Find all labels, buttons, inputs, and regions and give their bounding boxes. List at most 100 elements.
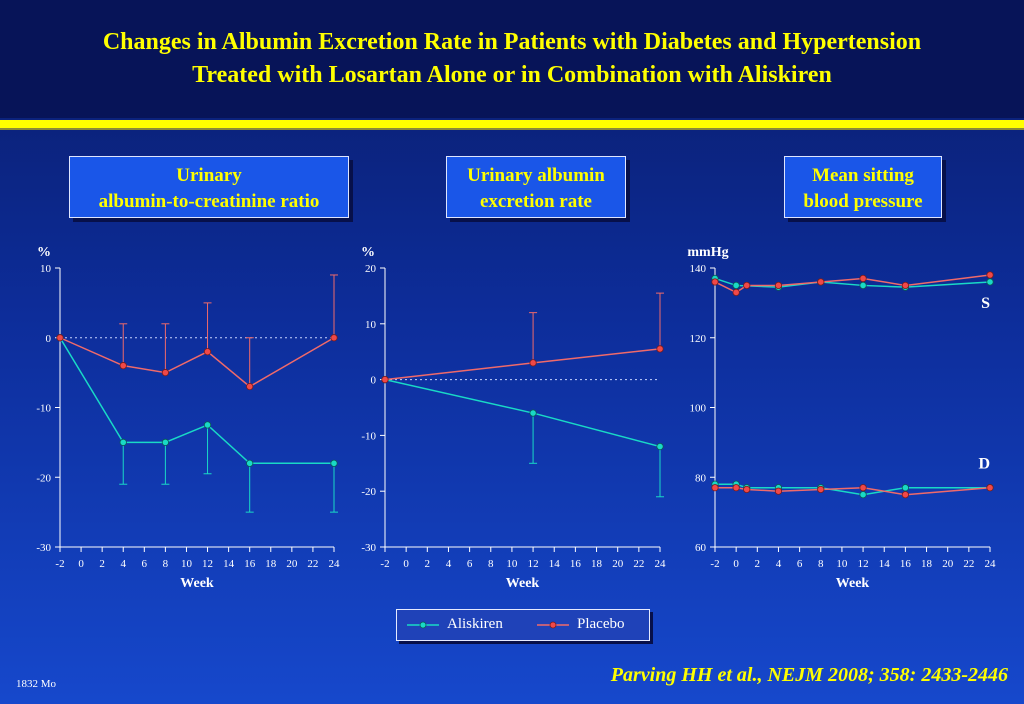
- chart2-x-tick-label: 6: [467, 558, 473, 570]
- chart2-x-tick-label: 14: [549, 558, 561, 570]
- chart3-placebo-1-point: [711, 278, 719, 286]
- chart3-placebo-1-point: [732, 288, 740, 297]
- chart3-placebo-3-point: [901, 491, 909, 499]
- chart2-y-tick-label: -20: [361, 486, 376, 498]
- chart3-placebo-3-point: [859, 484, 867, 492]
- chart1-placebo-1-point: [119, 362, 127, 370]
- chart1-placebo-1-point: [330, 334, 338, 342]
- chart2-aliskiren-0-point: [529, 409, 537, 417]
- panel-title-bp-line1: Mean sitting: [812, 165, 914, 186]
- chart1-x-tick-label: 16: [244, 558, 256, 570]
- chart3-placebo-1-point: [817, 278, 825, 286]
- chart3-placebo-3-point: [774, 487, 783, 495]
- chart1-placebo-1-point: [246, 382, 254, 391]
- citation: Parving HH et al., NEJM 2008; 358: 2433-…: [610, 664, 1008, 686]
- legend: Aliskiren Placebo: [396, 609, 650, 641]
- chart2-x-axis-label: Week: [506, 576, 540, 591]
- chart1-x-tick-label: 6: [142, 558, 148, 570]
- chart2-y-tick-label: 0: [371, 375, 377, 387]
- chart3-x-tick-label: 14: [879, 558, 891, 570]
- chart1-y-axis-label: %: [37, 245, 51, 260]
- chart3-placebo-1-point: [774, 281, 783, 290]
- chart1-aliskiren-0-point: [330, 459, 338, 467]
- chart1-placebo-1-line: [59, 337, 335, 388]
- chart1-placebo-1-point: [203, 348, 212, 356]
- panel-title-uaer-line1: Urinary albumin: [467, 165, 605, 186]
- chart1-y-tick-label: -20: [36, 472, 51, 484]
- page-title: Changes in Albumin Excretion Rate in Pat…: [0, 26, 1024, 92]
- panel-title-uaer: Urinary albumin excretion rate: [446, 156, 626, 218]
- chart3-placebo-1-point: [859, 274, 867, 283]
- chart3-aliskiren-0-point: [859, 281, 867, 290]
- chart1-aliskiren-0-point: [119, 438, 127, 446]
- chart2-y-axis-label: %: [361, 245, 375, 260]
- chart2-x-tick-label: 22: [633, 558, 644, 570]
- chart1-y-tick-label: -30: [36, 542, 51, 554]
- chart2-y-tick-label: 20: [365, 263, 377, 275]
- chart1-y-tick-label: 10: [40, 263, 52, 275]
- chart1-aliskiren-0-point: [161, 438, 169, 446]
- legend-swatches: [407, 621, 569, 629]
- chart2-aliskiren-0-line: [384, 378, 661, 448]
- chart3-y-tick-label: 60: [695, 542, 707, 554]
- chart3-x-tick-label: 8: [818, 558, 824, 570]
- chart1-x-tick-label: 10: [181, 558, 193, 570]
- chart3-y-tick-label: 80: [695, 472, 707, 484]
- chart3-x-tick-label: 12: [858, 558, 869, 570]
- chart2-y-tick-label: -10: [361, 430, 376, 442]
- chart3-placebo-1-point: [901, 281, 909, 290]
- chart1-x-tick-label: 12: [202, 558, 213, 570]
- chart3-y-tick-label: 140: [690, 263, 707, 275]
- chart2-placebo-1-point: [381, 375, 389, 384]
- chart1-x-tick-label: 20: [286, 558, 298, 570]
- chart3-x-tick-label: 20: [942, 558, 954, 570]
- title-line-2: Treated with Losartan Alone or in Combin…: [192, 62, 832, 88]
- chart2-x-tick-label: 8: [488, 558, 494, 570]
- chart3-x-tick-label: 10: [836, 558, 848, 570]
- chart3-x-axis-label: Week: [836, 576, 870, 591]
- chart3-placebo-1-line: [714, 274, 991, 294]
- panel-title-uacr-line1: Urinary: [176, 165, 242, 186]
- chart3-aliskiren-2-point: [859, 491, 867, 499]
- chart3-placebo-3-point: [732, 484, 740, 492]
- panel-title-uaer-line2: excretion rate: [479, 191, 592, 212]
- chart2-x-tick-label: 12: [528, 558, 539, 570]
- header-band: [0, 0, 1024, 118]
- panel-title-uacr-line2: albumin-to-creatinine ratio: [98, 191, 320, 212]
- chart1-aliskiren-0-line: [59, 337, 334, 465]
- chart1-y-tick-label: -10: [36, 403, 51, 415]
- chart3-x-tick-label: 22: [963, 558, 974, 570]
- chart3-x-tick-label: 24: [985, 558, 997, 570]
- chart2-x-tick-label: 20: [612, 558, 624, 570]
- chart3-aliskiren-0-point: [732, 281, 740, 290]
- panel-title-bp: Mean sitting blood pressure: [784, 156, 942, 218]
- chart3-aliskiren-0-point: [986, 278, 994, 286]
- chart3-x-tick-label: 0: [733, 558, 739, 570]
- chart3-placebo-1-point: [743, 281, 751, 290]
- chart1-x-tick-label: 2: [99, 558, 105, 570]
- chart3-y-axis-label: mmHg: [687, 245, 728, 260]
- chart1-placebo-1-point: [161, 369, 169, 377]
- chart2-x-tick-label: 4: [446, 558, 452, 570]
- chart1-placebo-1-point: [56, 334, 64, 342]
- chart1-x-tick-label: 14: [223, 558, 235, 570]
- chart2-x-tick-label: 24: [655, 558, 667, 570]
- chart2-x-tick-label: 2: [425, 558, 431, 570]
- chart1-y-tick-label: 0: [46, 333, 52, 345]
- chart1-x-tick-label: -2: [55, 558, 64, 570]
- chart1-x-tick-label: 0: [78, 558, 84, 570]
- chart2-x-tick-label: 10: [506, 558, 518, 570]
- chart3-placebo-3-point: [711, 484, 719, 492]
- legend-placebo-marker: [549, 621, 557, 629]
- panel-title-bp-line2: blood pressure: [803, 191, 923, 212]
- chart3-x-tick-label: 4: [776, 558, 782, 570]
- chart2-placebo-1-point: [656, 345, 664, 353]
- chart2-y-tick-label: 10: [365, 319, 377, 331]
- title-divider: [0, 120, 1024, 128]
- chart1-x-tick-label: 4: [120, 558, 126, 570]
- chart2-y-tick-label: -30: [361, 542, 376, 554]
- title-line-1: Changes in Albumin Excretion Rate in Pat…: [102, 29, 922, 55]
- chart3-annotation-d: D: [978, 455, 990, 472]
- legend-placebo-label: Placebo: [577, 616, 625, 632]
